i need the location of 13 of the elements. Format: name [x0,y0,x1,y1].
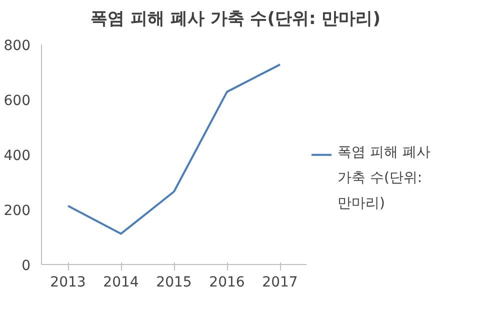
y-tick-label: 0 [22,258,31,274]
x-tick-label: 2014 [103,274,139,290]
line-series [67,64,281,235]
y-tick-label: 200 [4,203,31,219]
x-tick-label: 2013 [50,274,86,290]
x-tick-label: 2015 [156,274,192,290]
y-tick-label: 400 [4,148,31,164]
y-tick-label: 600 [4,93,31,109]
x-tick-label: 2016 [209,274,245,290]
legend-label: 폭염 피해 폐사 가축 수(단위: 만마리) [338,144,430,212]
y-tick-label: 800 [4,38,31,54]
x-tick-label: 2017 [262,274,298,290]
chart-title: 폭염 피해 폐사 가축 수(단위: 만마리) [90,9,380,30]
